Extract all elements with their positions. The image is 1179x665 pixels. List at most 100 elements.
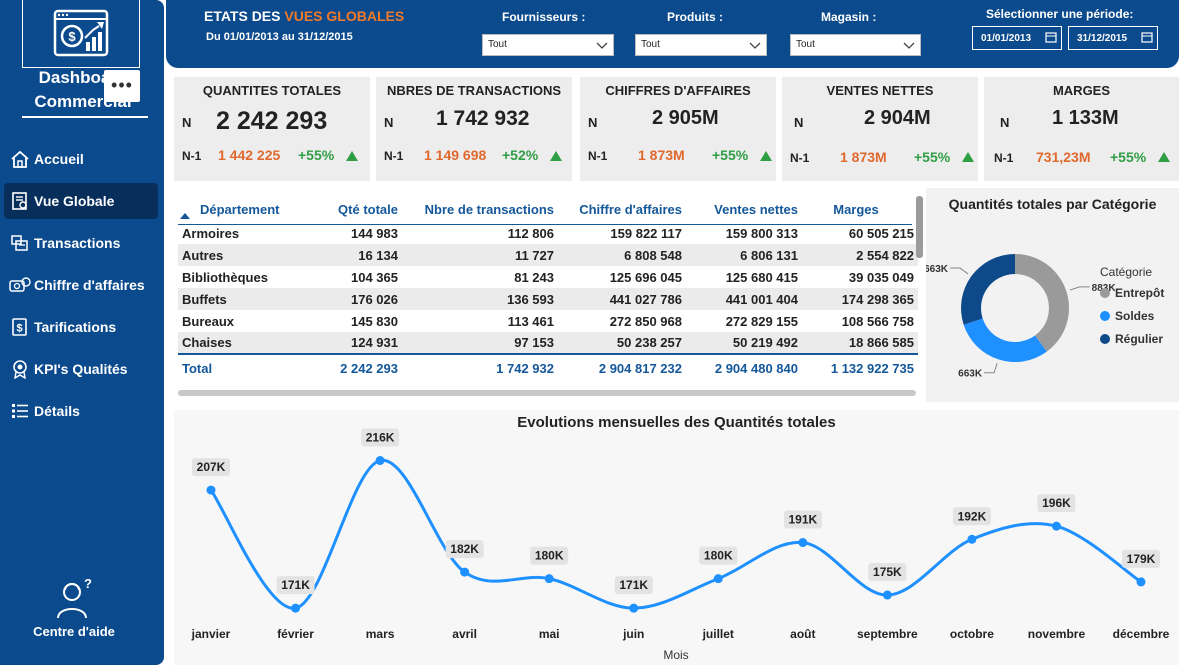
kpi-growth: +52% [502, 147, 539, 163]
legend-dot [1100, 334, 1110, 344]
col-header-ventes[interactable]: Ventes nettes [714, 201, 798, 217]
kpi-n-value: 2 242 293 [216, 107, 328, 135]
x-tick-label: janvier [191, 627, 231, 641]
help-center[interactable]: ? Centre d'aide [0, 574, 148, 639]
sidebar: $ Dashboard Commercial ••• Accueil Vue [0, 0, 164, 665]
nav-item-details[interactable]: Détails [4, 393, 158, 429]
col-header-departement[interactable]: Département [178, 196, 318, 222]
line-point[interactable] [375, 456, 385, 466]
line-point[interactable] [460, 567, 470, 577]
table-cell: 176 026 [318, 288, 402, 310]
table-cell: 272 829 155 [725, 313, 798, 329]
details-icon [8, 401, 32, 421]
kpi-n1-value: 1 442 225 [218, 147, 281, 163]
table-horizontal-scrollbar[interactable] [178, 390, 916, 396]
table-cell: 174 298 365 [802, 288, 918, 310]
data-label-bg [614, 576, 653, 595]
kpi-n-value: 1 742 932 [436, 107, 530, 130]
table-cell: Chaises [178, 332, 318, 354]
nav-item-accueil[interactable]: Accueil [4, 141, 158, 177]
kpi-n-label: N [588, 115, 598, 130]
revenue-icon [8, 275, 32, 295]
more-options-button[interactable]: ••• [104, 70, 140, 102]
nav-item-chiffre-affaires[interactable]: Chiffre d'affaires [4, 267, 158, 303]
filter-label-magasin: Magasin : [821, 10, 877, 24]
home-icon [8, 149, 32, 169]
table-row[interactable]: Bureaux 145 830 113 461 272 850 968 272 … [178, 310, 918, 332]
col-header-qte[interactable]: Qté totale [338, 201, 398, 217]
table-cell: 18 866 585 [802, 332, 918, 354]
line-point[interactable] [629, 603, 639, 613]
donut-value-label: 663K [926, 264, 949, 275]
logo-box: $ [22, 0, 140, 68]
col-header-transactions[interactable]: Nbre de transactions [424, 201, 554, 217]
line-point[interactable] [206, 485, 216, 495]
donut-leader-line [1069, 286, 1090, 291]
donut-slice-0[interactable] [1015, 254, 1069, 352]
x-tick-label: août [790, 627, 815, 641]
table-row[interactable]: Armoires 144 983 112 806 159 822 117 159… [178, 222, 918, 244]
page-title: ETATS DES VUES GLOBALES [204, 8, 404, 24]
kpi-card-transactions: NBRES DE TRANSACTIONS N 1 742 932 N-1 1 … [376, 77, 572, 181]
filter-value: Tout [641, 39, 660, 50]
data-label: 182K [450, 542, 479, 556]
donut-slice-1[interactable] [963, 318, 1047, 362]
line-point[interactable] [1136, 577, 1146, 587]
data-label-bg [276, 576, 315, 595]
table-row[interactable]: Chaises 124 931 97 153 50 238 257 50 219… [178, 332, 918, 354]
data-label: 175K [873, 565, 902, 579]
data-label-bg [868, 563, 907, 582]
table-vertical-scrollbar[interactable] [916, 196, 923, 258]
table-cell: 441 001 404 [686, 288, 802, 310]
table-cell: 60 505 215 [848, 225, 914, 241]
nav-item-vue-globale[interactable]: Vue Globale [4, 183, 158, 219]
table-cell: 159 822 117 [610, 225, 682, 241]
donut-slice-2[interactable] [961, 254, 1015, 325]
data-label-bg [699, 546, 738, 565]
table-row[interactable]: Autres 16 134 11 727 6 808 548 6 806 131… [178, 244, 918, 266]
data-label: 192K [958, 509, 987, 523]
line-point[interactable] [798, 538, 808, 548]
table-cell: 124 931 [318, 332, 402, 354]
legend-dot [1100, 288, 1110, 298]
line-point[interactable] [1051, 521, 1061, 531]
table-total-cell: 2 904 817 232 [558, 353, 686, 381]
kpi-growth: +55% [298, 147, 335, 163]
x-tick-label: septembre [857, 627, 918, 641]
filter-fournisseurs-select[interactable]: Tout [482, 34, 614, 56]
filter-value: Tout [796, 39, 815, 50]
col-header-chiffre[interactable]: Chiffre d'affaires [579, 201, 682, 217]
kpi-n1-value: 731,23M [1036, 149, 1091, 165]
table-row[interactable]: Bibliothèques 104 365 81 243 125 696 045… [178, 266, 918, 288]
donut-value-label: 663K [958, 369, 983, 380]
col-header-marges[interactable]: Marges [833, 201, 879, 217]
kpi-title: CHIFFRES D'AFFAIRES [605, 83, 751, 98]
nav-item-kpi-qualites[interactable]: KPI's Qualités [4, 351, 158, 387]
date-end-input[interactable]: 31/12/2015 [1068, 26, 1158, 50]
line-point[interactable] [291, 603, 301, 613]
table-row[interactable]: Buffets 176 026 136 593 441 027 786 441 … [178, 288, 918, 310]
line-point[interactable] [882, 590, 892, 600]
legend-item-entrepot[interactable]: Entrepôt [1100, 286, 1164, 300]
legend-item-soldes[interactable]: Soldes [1100, 309, 1154, 323]
line-chart: 207K janvier 171K février 216K mars 182K avril 1… [191, 428, 1170, 662]
nav-item-tarifications[interactable]: $ Tarifications [4, 309, 158, 345]
nav-item-transactions[interactable]: Transactions [4, 225, 158, 261]
filter-magasin-select[interactable]: Tout [790, 34, 921, 56]
data-label: 171K [619, 578, 648, 592]
x-tick-label: novembre [1028, 627, 1086, 641]
data-label: 180K [704, 549, 733, 563]
line-point[interactable] [713, 574, 723, 584]
kpi-card-marges: MARGES N 1 133M N-1 731,23M +55% [984, 77, 1179, 181]
calendar-icon [1141, 32, 1153, 43]
legend-item-regulier[interactable]: Régulier [1100, 332, 1163, 346]
data-label: 179K [1127, 552, 1156, 566]
line-point[interactable] [967, 534, 977, 544]
table-header-divider [178, 224, 912, 225]
filter-produits-select[interactable]: Tout [635, 34, 767, 56]
date-start-input[interactable]: 01/01/2013 [972, 26, 1062, 50]
transactions-icon [8, 233, 32, 253]
line-point[interactable] [544, 574, 554, 584]
table-cell: 16 134 [318, 244, 402, 266]
nav-item-label: Tarifications [34, 319, 117, 335]
